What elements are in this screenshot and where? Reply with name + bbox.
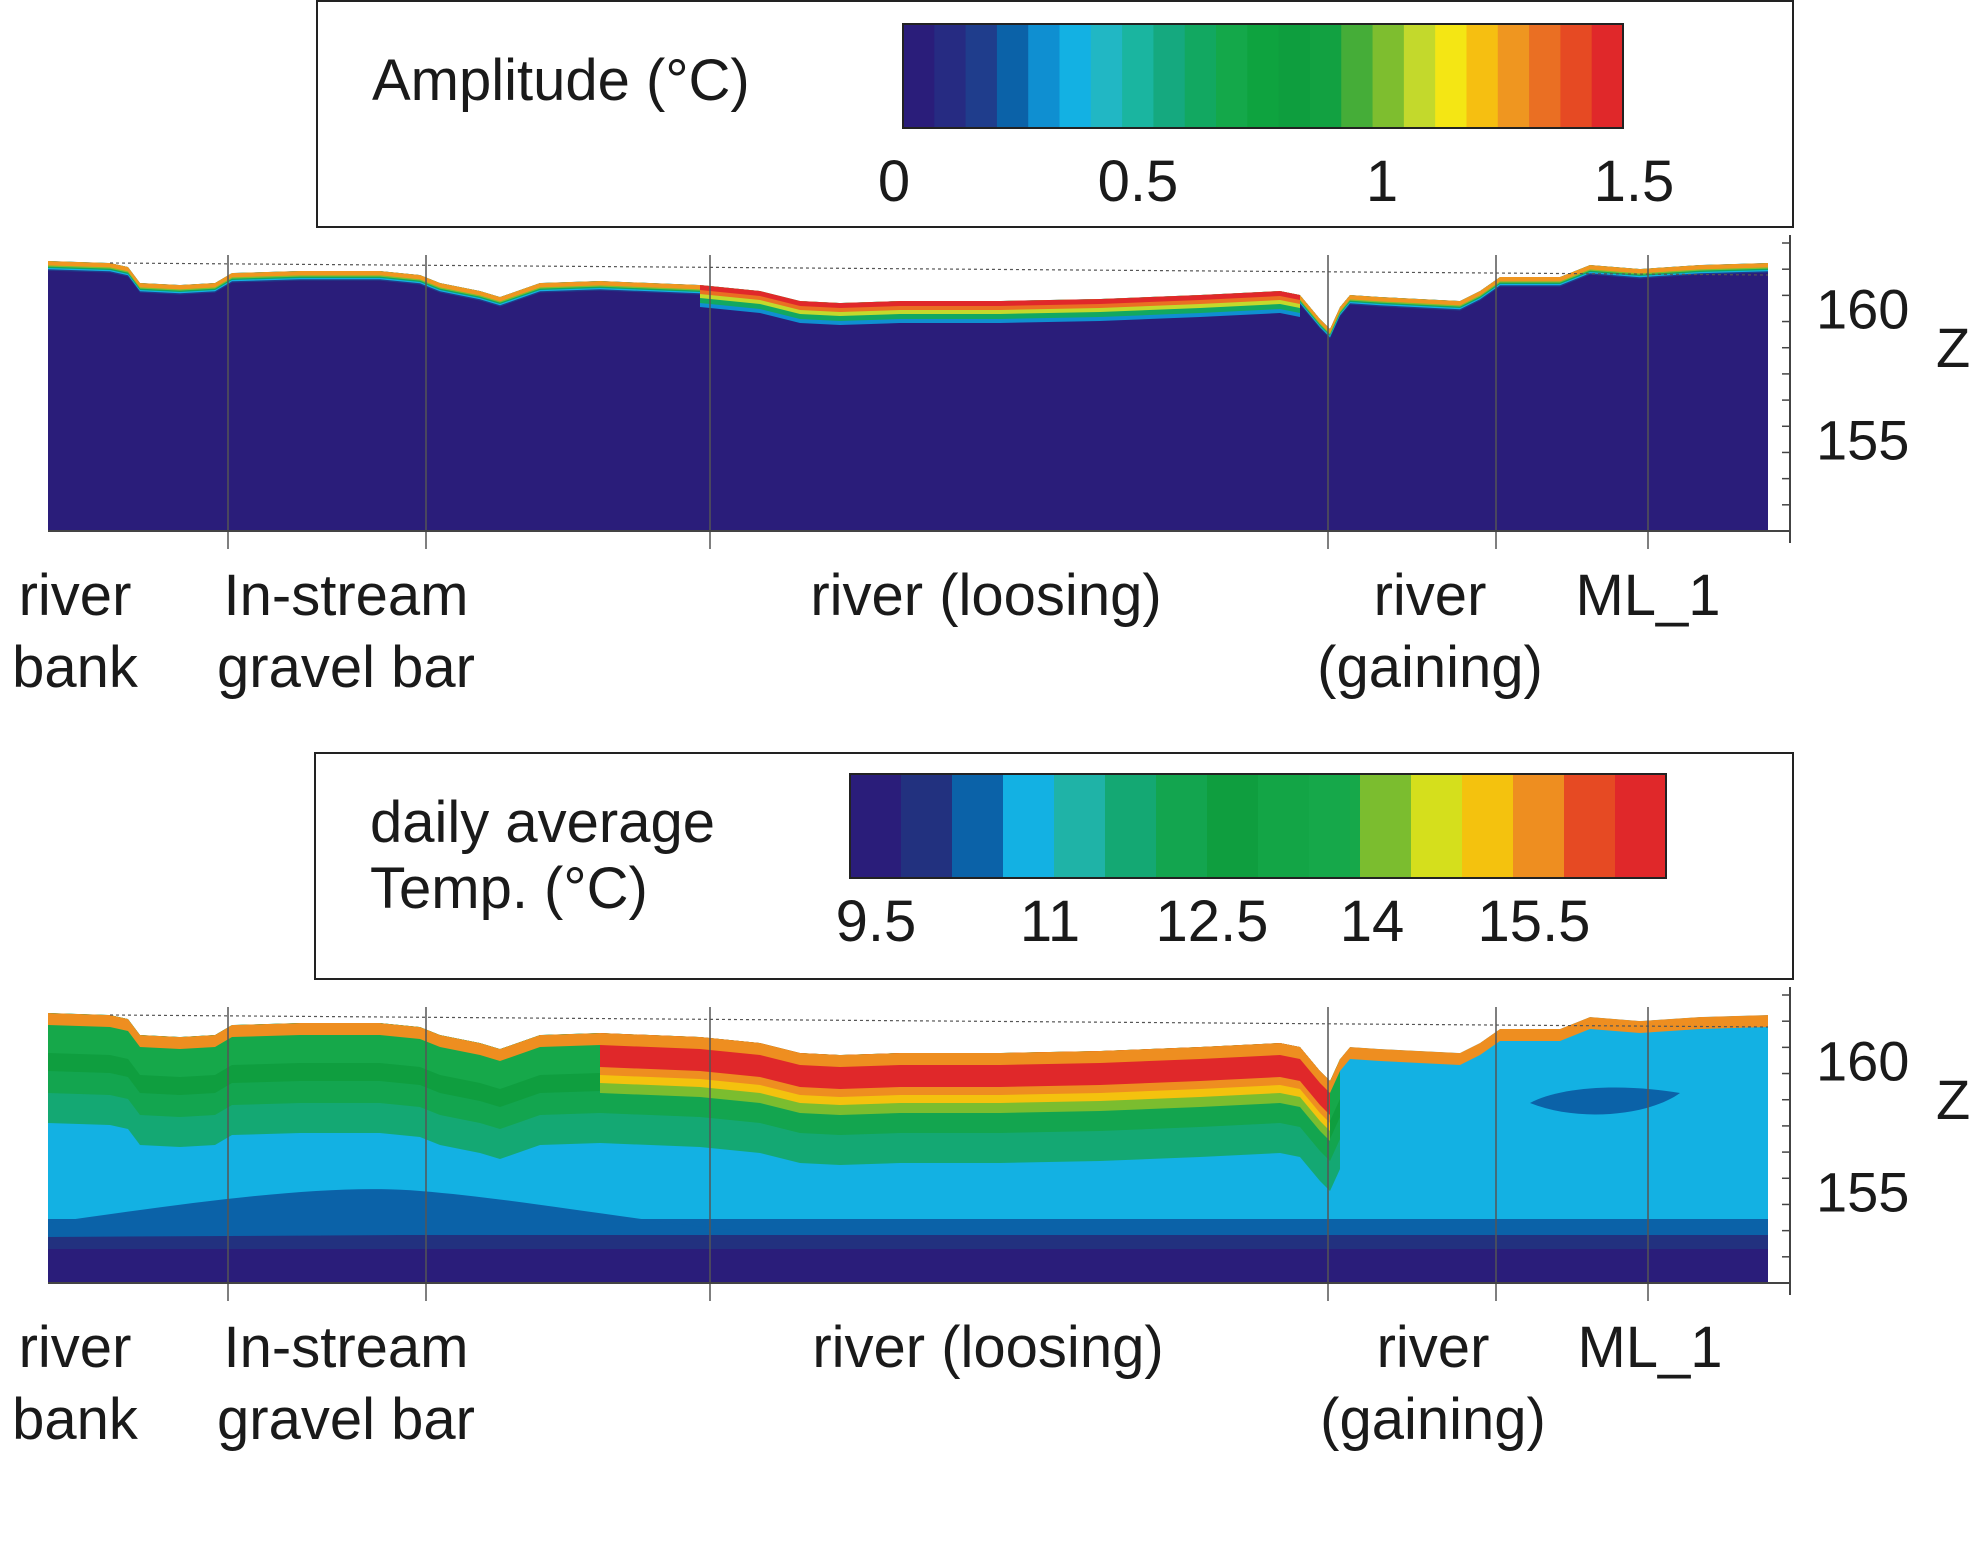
site-label-river-bank: river bank bbox=[12, 563, 138, 700]
colorbar-swatch-12 bbox=[1278, 24, 1311, 128]
colorbar-swatch-8 bbox=[1153, 24, 1186, 128]
y-tick-label-155: 155 bbox=[1816, 408, 1909, 471]
section-fill bbox=[48, 1013, 1768, 1283]
amplitude-background bbox=[48, 261, 1768, 531]
temperature-legend-tick-0: 9.5 bbox=[835, 889, 917, 954]
colorbar-swatch-15 bbox=[1372, 24, 1405, 128]
colorbar-swatch-0 bbox=[850, 774, 902, 878]
site-label-river-loosing: river (loosing) bbox=[812, 1315, 1164, 1380]
colorbar-frame bbox=[849, 773, 1667, 879]
colorbar-swatch-1 bbox=[934, 24, 967, 128]
colorbar-swatch-6 bbox=[1156, 774, 1208, 878]
colorbar-swatch-7 bbox=[1122, 24, 1155, 128]
amplitude-section-plot: 160 155 Z bbox=[48, 235, 1970, 549]
temperature-panel: daily average Temp. (°C) 9.5 11 12.5 14 … bbox=[0, 752, 1983, 1464]
temperature-deep-layer-1 bbox=[48, 1235, 1768, 1249]
colorbar-swatch-14 bbox=[1341, 24, 1374, 128]
colorbar-frame bbox=[902, 23, 1624, 129]
colorbar-swatch-3 bbox=[1003, 774, 1055, 878]
site-label-gravel-bar: In-stream gravel bar bbox=[217, 563, 475, 700]
amplitude-legend-tick-3: 1.5 bbox=[1593, 149, 1675, 214]
colorbar-swatch-7 bbox=[1207, 774, 1259, 878]
temperature-ml1-cold-lens bbox=[1530, 1087, 1680, 1115]
temperature-legend-tick-2: 12.5 bbox=[1155, 889, 1269, 954]
temperature-deep-layer-0 bbox=[48, 1249, 1768, 1283]
temperature-legend: daily average Temp. (°C) 9.5 11 12.5 14 … bbox=[314, 752, 1794, 980]
site-label-river-gaining: river (gaining) bbox=[1320, 1315, 1546, 1452]
site-label-gravel-bar: In-stream gravel bar bbox=[217, 1315, 475, 1452]
colorbar-swatch-15 bbox=[1615, 774, 1667, 878]
amplitude-band-4 bbox=[48, 261, 1768, 334]
colorbar-swatch-0 bbox=[903, 24, 935, 128]
colorbar-swatch-14 bbox=[1564, 774, 1616, 878]
y-tick-label-160: 160 bbox=[1816, 1029, 1909, 1092]
colorbar-swatch-5 bbox=[1059, 24, 1092, 128]
colorbar-swatch-21 bbox=[1560, 24, 1593, 128]
colorbar-swatch-13 bbox=[1309, 24, 1342, 128]
colorbar-swatch-19 bbox=[1497, 24, 1530, 128]
colorbar-swatch-4 bbox=[1028, 24, 1061, 128]
colorbar-swatch-9 bbox=[1309, 774, 1361, 878]
colorbar-swatch-2 bbox=[952, 774, 1004, 878]
site-label-ml-1: ML_1 bbox=[1575, 563, 1721, 628]
colorbar-swatch-10 bbox=[1360, 774, 1412, 878]
colorbar-swatch-10 bbox=[1216, 24, 1248, 128]
amplitude-legend-tick-0: 0 bbox=[877, 149, 911, 214]
colorbar-swatch-11 bbox=[1411, 774, 1463, 878]
colorbar-swatch-13 bbox=[1513, 774, 1565, 878]
colorbar-swatch-20 bbox=[1529, 24, 1561, 128]
y-tick-label-160: 160 bbox=[1816, 277, 1909, 340]
temperature-legend-tick-4: 15.5 bbox=[1477, 889, 1591, 954]
amplitude-band-2 bbox=[48, 261, 1768, 336]
water-level-line bbox=[109, 1014, 1769, 1028]
temperature-gravel-cold-lens bbox=[48, 1189, 760, 1237]
y-tick-label-155: 155 bbox=[1816, 1160, 1909, 1223]
amplitude-legend-title: Amplitude (°C) bbox=[372, 48, 750, 113]
temperature-legend-tick-1: 11 bbox=[1019, 889, 1081, 954]
y-axis-label: Z bbox=[1936, 1068, 1970, 1131]
water-level-line bbox=[109, 262, 1769, 276]
colorbar-swatch-6 bbox=[1090, 24, 1123, 128]
site-label-ml-1: ML_1 bbox=[1577, 1315, 1723, 1380]
amplitude-panel: Amplitude (°C) 0 0.5 1 1.5 160 155 Z river… bbox=[0, 0, 1983, 720]
colorbar-swatch-2 bbox=[965, 24, 998, 128]
amplitude-legend: Amplitude (°C) 0 0.5 1 1.5 bbox=[316, 0, 1794, 228]
amplitude-band-3 bbox=[48, 261, 1768, 335]
colorbar-swatch-18 bbox=[1466, 24, 1499, 128]
site-label-river-bank: river bank bbox=[12, 1315, 138, 1452]
colorbar-swatch-1 bbox=[901, 774, 953, 878]
temperature-legend-tick-3: 14 bbox=[1339, 889, 1405, 954]
colorbar-swatch-22 bbox=[1591, 24, 1624, 128]
amplitude-legend-tick-2: 1 bbox=[1365, 149, 1399, 214]
colorbar-swatch-4 bbox=[1054, 774, 1106, 878]
amplitude-colorbar bbox=[902, 23, 1624, 129]
amplitude-reach-band-4 bbox=[700, 285, 1300, 308]
temperature-surface-rim bbox=[48, 1013, 1768, 1093]
temperature-section-plot: 160 155 Z bbox=[48, 987, 1970, 1301]
colorbar-swatch-12 bbox=[1462, 774, 1514, 878]
colorbar-swatch-17 bbox=[1435, 24, 1468, 128]
temperature-colorbar bbox=[849, 773, 1667, 879]
site-label-river-loosing: river (loosing) bbox=[810, 563, 1162, 628]
colorbar-swatch-8 bbox=[1258, 774, 1310, 878]
colorbar-swatch-16 bbox=[1403, 24, 1436, 128]
y-axis-label: Z bbox=[1936, 316, 1970, 379]
colorbar-swatch-9 bbox=[1184, 24, 1217, 128]
colorbar-swatch-5 bbox=[1105, 774, 1157, 878]
section-fill bbox=[48, 261, 1768, 531]
site-label-river-gaining: river (gaining) bbox=[1317, 563, 1543, 700]
amplitude-legend-tick-1: 0.5 bbox=[1097, 149, 1179, 214]
colorbar-swatch-3 bbox=[996, 24, 1029, 128]
temperature-legend-title: daily average Temp. (°C) bbox=[370, 790, 715, 921]
colorbar-swatch-11 bbox=[1247, 24, 1280, 128]
